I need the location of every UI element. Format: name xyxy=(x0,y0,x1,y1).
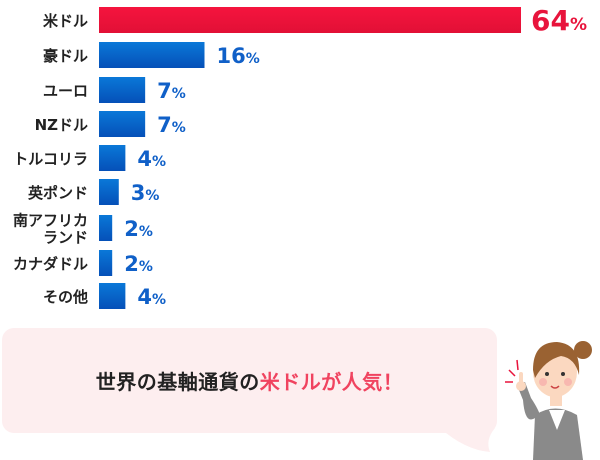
category-label: カナダドル xyxy=(13,255,88,273)
bar xyxy=(99,7,521,33)
message-highlight: 米ドルが人気！ xyxy=(259,370,404,394)
value-label: 7% xyxy=(157,113,186,137)
bar xyxy=(99,179,119,205)
value-label: 3% xyxy=(131,181,160,205)
bar xyxy=(99,250,113,276)
value-label: 16% xyxy=(217,44,260,68)
category-label: ランド xyxy=(43,229,88,247)
woman-illustration-icon xyxy=(505,341,592,460)
value-label: 64% xyxy=(531,4,587,37)
message-text: 世界の基軸通貨の米ドルが人気！ xyxy=(2,366,497,395)
bar xyxy=(99,283,126,309)
category-label: ユーロ xyxy=(43,82,88,100)
message-prefix: 世界の基軸通貨の xyxy=(95,370,260,394)
category-label: 豪ドル xyxy=(43,47,88,65)
category-label: トルコリラ xyxy=(13,150,88,168)
bar xyxy=(99,77,146,103)
category-label: 英ポンド xyxy=(28,184,88,202)
category-label: 南アフリカ xyxy=(13,212,88,230)
value-label: 4% xyxy=(137,285,166,309)
speech-bubble xyxy=(2,328,497,433)
value-label: 7% xyxy=(157,79,186,103)
category-label: NZドル xyxy=(35,116,88,134)
bar xyxy=(99,145,126,171)
value-label: 4% xyxy=(137,147,166,171)
speech-bubble-tail xyxy=(440,428,495,452)
bar xyxy=(99,42,205,68)
category-label: 米ドル xyxy=(43,12,88,30)
category-label: その他 xyxy=(43,288,88,306)
value-label: 2% xyxy=(124,217,153,241)
bar xyxy=(99,111,146,137)
bar-chart: 米ドル 64% 豪ドル 16% ユーロ 7% NZドル 7% トルコリラ 4% 英ポンド 3% 南アフリ… xyxy=(13,4,587,309)
value-label: 2% xyxy=(124,252,153,276)
bar xyxy=(99,215,113,241)
